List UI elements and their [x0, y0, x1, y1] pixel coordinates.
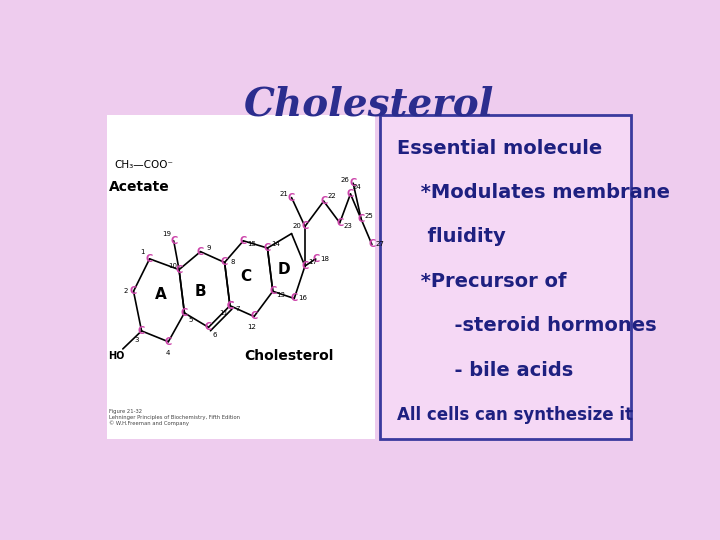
- Text: *Modulates membrane: *Modulates membrane: [414, 183, 670, 202]
- Text: -steroid hormones: -steroid hormones: [414, 316, 656, 335]
- Text: All cells can synthesize it: All cells can synthesize it: [397, 406, 633, 423]
- Bar: [107, 114, 374, 439]
- Text: Cholesterol: Cholesterol: [244, 85, 494, 124]
- Text: - bile acids: - bile acids: [414, 361, 573, 380]
- Text: Essential molecule: Essential molecule: [397, 139, 602, 158]
- Text: *Precursor of: *Precursor of: [414, 272, 566, 291]
- Text: fluidity: fluidity: [414, 227, 505, 246]
- Bar: [380, 114, 631, 439]
